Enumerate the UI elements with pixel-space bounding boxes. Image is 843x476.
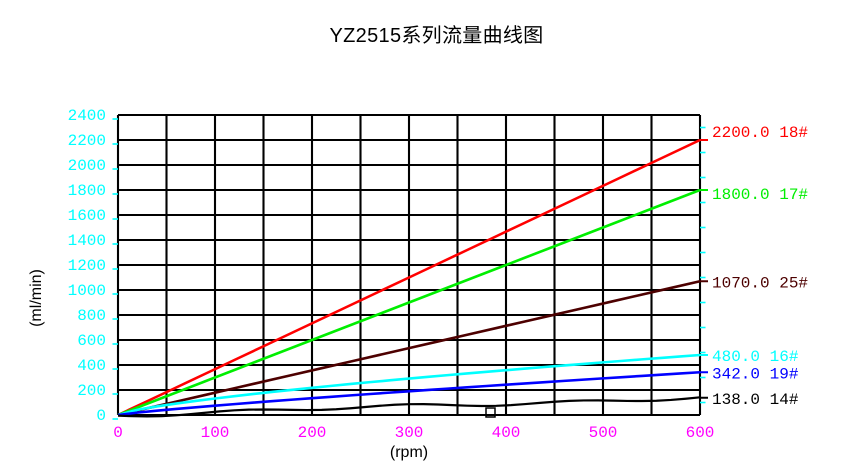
svg-text:200: 200 — [298, 424, 327, 442]
svg-text:1000: 1000 — [68, 282, 106, 300]
svg-text:500: 500 — [589, 424, 618, 442]
svg-text:0: 0 — [96, 407, 106, 425]
svg-text:1800.0 17#: 1800.0 17# — [712, 186, 808, 204]
svg-text:480.0 16#: 480.0 16# — [712, 348, 799, 366]
svg-text:200: 200 — [77, 382, 106, 400]
svg-text:1200: 1200 — [68, 257, 106, 275]
svg-text:2400: 2400 — [68, 107, 106, 125]
svg-text:2000: 2000 — [68, 157, 106, 175]
svg-text:(rpm): (rpm) — [390, 444, 428, 461]
svg-text:300: 300 — [395, 424, 424, 442]
svg-text:342.0 19#: 342.0 19# — [712, 365, 799, 383]
svg-text:1600: 1600 — [68, 207, 106, 225]
svg-text:138.0 14#: 138.0 14# — [712, 391, 799, 409]
svg-text:1400: 1400 — [68, 232, 106, 250]
svg-text:600: 600 — [686, 424, 715, 442]
svg-text:400: 400 — [77, 357, 106, 375]
svg-text:100: 100 — [201, 424, 230, 442]
svg-text:600: 600 — [77, 332, 106, 350]
svg-text:0: 0 — [113, 424, 123, 442]
svg-text:2200: 2200 — [68, 132, 106, 150]
svg-text:1070.0 25#: 1070.0 25# — [712, 274, 808, 292]
svg-text:800: 800 — [77, 307, 106, 325]
svg-text:2200.0 18#: 2200.0 18# — [712, 124, 808, 142]
svg-text:400: 400 — [492, 424, 521, 442]
svg-text:1800: 1800 — [68, 182, 106, 200]
